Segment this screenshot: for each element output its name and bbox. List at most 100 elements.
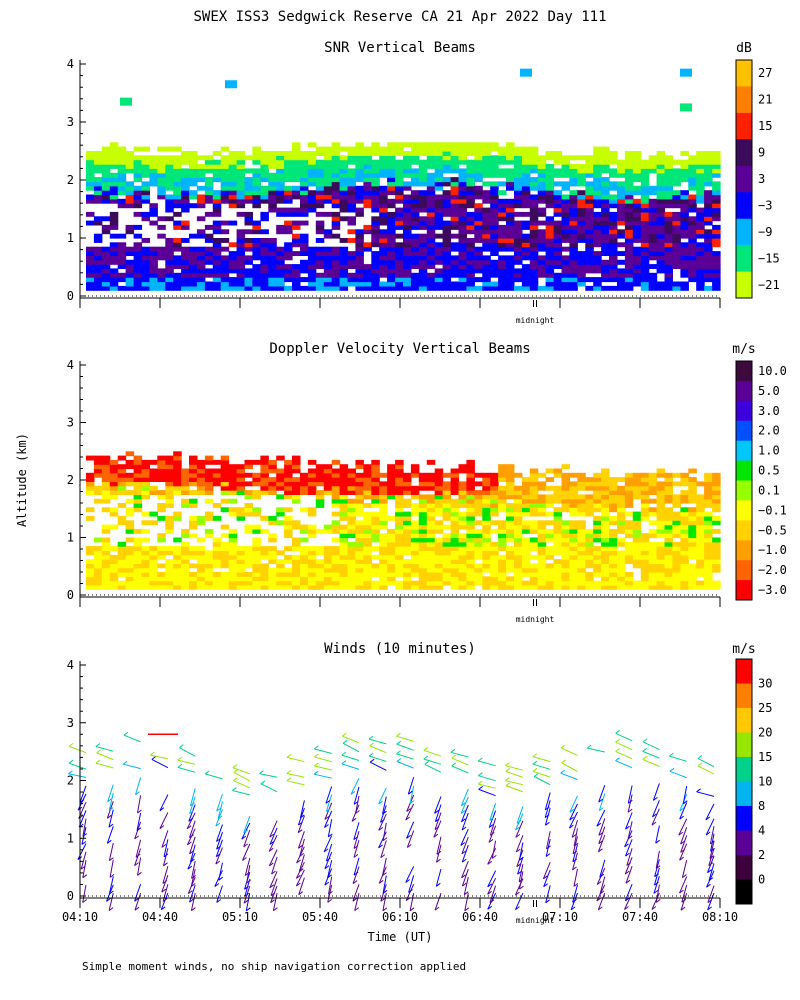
wind-barb [216,885,223,903]
heatmap-cell [347,520,356,526]
heatmap-cell [403,246,412,252]
heatmap-cell [165,246,174,252]
heatmap-cell [371,194,380,200]
heatmap-cell [284,242,293,248]
heatmap-cell [521,181,531,187]
heatmap-cell [514,151,523,156]
wind-barb [569,803,578,821]
heatmap-cell [680,533,689,539]
wind-barb-flag [596,822,602,827]
heatmap-cell [355,151,364,156]
wind-barb-flag [516,863,522,868]
heatmap-cell [712,181,721,187]
heatmap-cell [609,580,618,586]
heatmap-cell [664,563,673,569]
heatmap-cell [403,194,412,200]
wind-barb [477,783,496,789]
wind-barb-flag [216,807,221,812]
heatmap-cell [363,503,372,508]
heatmap-cell [339,477,349,482]
heatmap-cell [125,159,135,165]
heatmap-cell [434,155,444,161]
wind-barb [135,839,142,858]
heatmap-cell [220,472,230,478]
colorbar-label: 9 [758,146,765,160]
heatmap-cell [315,550,325,556]
wind-barb-flag [569,816,575,821]
heatmap-cell [410,146,420,152]
heatmap-cell [664,524,673,530]
wind-barb [189,844,196,863]
heatmap-cell [339,190,349,196]
heatmap-cell [149,159,158,165]
heatmap-cell [260,172,269,178]
heatmap-cell [632,185,642,191]
wind-barb [514,878,524,896]
heatmap-cell [212,584,222,590]
heatmap-cell [482,155,491,161]
heatmap-cell [339,490,349,495]
colorbar-label: 2 [758,848,765,862]
heatmap-cell [125,477,135,482]
heatmap-cell [260,481,269,487]
heatmap-cell [545,220,555,226]
heatmap-cell [450,242,460,248]
heatmap-cell [371,255,380,261]
heatmap-cell [704,194,713,200]
heatmap-cell [664,511,673,517]
heatmap-cell [514,224,523,230]
heatmap-cell [553,190,563,196]
heatmap-cell [688,216,697,222]
heatmap-cell [609,259,618,265]
heatmap-cell [125,481,135,487]
heatmap-cell [577,224,586,230]
wind-barb-flag [488,824,494,828]
heatmap-cell [514,220,523,226]
heatmap-cell [712,277,721,283]
heatmap-cell [561,533,570,539]
heatmap-cell [474,503,483,508]
heatmap-cell [577,580,586,586]
wind-barb [134,848,142,866]
wind-barb [342,742,360,753]
heatmap-cell [165,164,174,169]
heatmap-cell [109,159,119,165]
heatmap-cell [181,264,190,269]
heatmap-cell [228,468,238,474]
heatmap-cell [577,238,586,243]
heatmap-cell [561,216,570,222]
heatmap-cell [165,464,174,470]
heatmap-cell [640,277,650,283]
wind-barb-flag [160,906,166,911]
heatmap-cell [292,242,301,248]
heatmap-cell [418,238,428,243]
heatmap-cell [458,181,467,187]
heatmap-cell [442,177,452,183]
heatmap-cell [395,528,404,534]
heatmap-cell [514,272,523,278]
heatmap-cell [133,481,143,487]
heatmap-cell [86,490,95,495]
wind-barb-flag [232,764,238,769]
heatmap-cell [506,211,515,217]
wind-barb-flag [669,752,674,757]
heatmap-cell [363,190,372,196]
heatmap-cell [529,472,539,478]
heatmap-cell [252,177,261,183]
heatmap-cell [260,185,269,191]
heatmap-cell [506,503,515,508]
heatmap-cell [617,216,626,222]
heatmap-cell [640,177,650,183]
heatmap-cell [561,572,570,577]
heatmap-cell [458,203,467,209]
heatmap-cell [323,490,333,495]
heatmap-cell [426,264,436,269]
heatmap-cell [664,477,673,482]
heatmap-cell [545,580,555,586]
heatmap-cell [268,550,277,556]
heatmap-cell [672,541,681,547]
heatmap-cell [371,546,380,551]
heatmap-cell [86,285,95,291]
heatmap-cell [704,251,713,256]
heatmap-cell [355,490,364,495]
